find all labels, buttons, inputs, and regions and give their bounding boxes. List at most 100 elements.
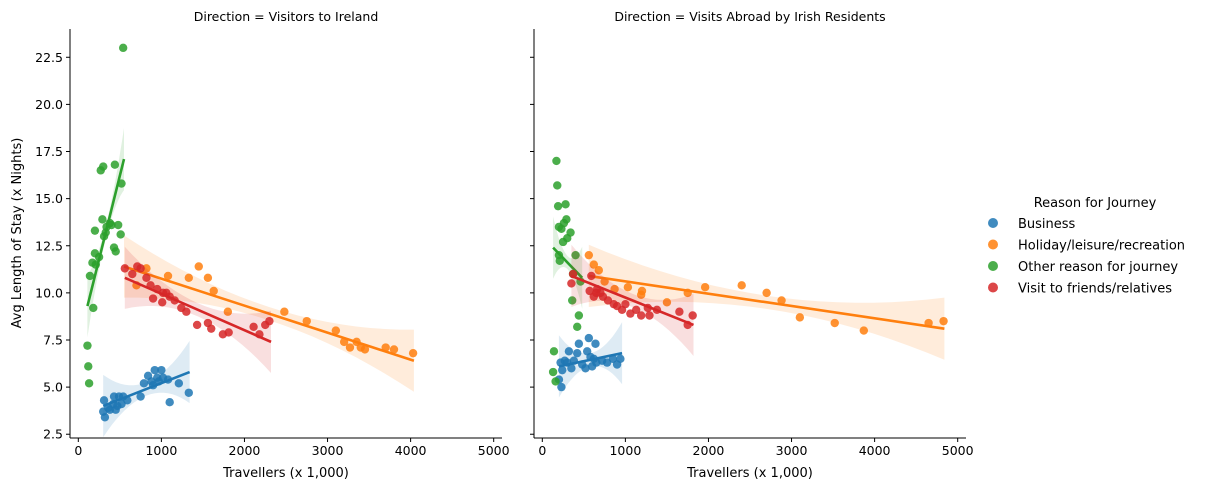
y-axis-title: Avg Length of Stay (x Nights): [10, 138, 25, 329]
regression-line: [124, 276, 272, 344]
y-tick-label: 10.0: [35, 285, 63, 300]
data-point: [553, 201, 563, 211]
data-point: [594, 266, 603, 275]
data-point: [174, 379, 184, 388]
x-tick-label: 0: [538, 443, 546, 458]
data-point: [158, 298, 167, 307]
data-point: [150, 365, 159, 375]
data-point: [280, 307, 289, 316]
series-business: [99, 340, 193, 438]
data-point: [589, 260, 599, 269]
x-axis-title-right: Travellers (x 1,000): [686, 466, 813, 481]
data-point: [98, 215, 107, 224]
data-point: [184, 273, 193, 282]
legend-marker: [988, 261, 998, 271]
data-point: [557, 382, 566, 392]
regression-line: [588, 274, 945, 330]
data-point: [571, 250, 580, 260]
data-point: [157, 365, 166, 375]
data-point: [830, 318, 839, 328]
data-point: [581, 364, 590, 373]
series-business: [554, 322, 625, 398]
data-point: [84, 379, 94, 388]
data-point: [113, 220, 123, 230]
data-point: [558, 365, 567, 375]
data-point: [265, 316, 274, 326]
y-tick-label: 2.5: [43, 427, 63, 442]
data-point: [636, 311, 646, 320]
data-point: [623, 283, 633, 292]
data-point: [561, 200, 570, 209]
data-point: [584, 333, 594, 343]
data-point: [136, 264, 145, 273]
legend-title: Reason for Journey: [1034, 196, 1157, 211]
data-point: [549, 347, 559, 356]
y-tick-label: 12.5: [35, 238, 63, 253]
data-point: [573, 322, 582, 331]
legend-label: Visit to friends/relatives: [1018, 282, 1172, 297]
data-point: [700, 283, 710, 292]
data-point: [165, 397, 174, 407]
x-tick-label: 1000: [145, 443, 177, 458]
x-tick-label: 4000: [859, 443, 891, 458]
data-point: [551, 377, 560, 386]
y-tick-label: 15.0: [35, 191, 63, 206]
regression-line: [558, 351, 623, 368]
legend-label: Holiday/leisure/recreation: [1018, 239, 1185, 254]
data-point: [552, 156, 561, 166]
y-tick-label: 22.5: [35, 50, 63, 65]
data-point: [360, 345, 370, 354]
data-point: [182, 307, 191, 316]
panel-title-visitors: Direction = Visitors to Ireland: [194, 9, 379, 24]
legend-marker: [988, 239, 998, 250]
data-point: [637, 286, 647, 296]
x-tick-label: 4000: [395, 443, 427, 458]
data-point: [762, 288, 771, 298]
data-point: [184, 388, 193, 397]
data-point: [224, 328, 233, 337]
data-point: [148, 294, 158, 303]
data-point: [573, 348, 582, 358]
data-point: [859, 326, 869, 335]
data-point: [564, 347, 574, 356]
data-point: [777, 296, 786, 305]
y-tick-label: 17.5: [35, 144, 63, 159]
data-point: [621, 299, 630, 309]
data-point: [128, 269, 137, 279]
data-point: [645, 311, 654, 320]
x-tick-label: 1000: [609, 443, 641, 458]
y-tick-label: 7.5: [43, 332, 63, 347]
data-point: [249, 322, 258, 331]
data-point: [795, 313, 805, 322]
legend-marker: [988, 282, 998, 293]
x-tick-label: 2000: [693, 443, 725, 458]
regression-line: [552, 246, 584, 279]
data-point: [555, 256, 564, 266]
data-point: [142, 273, 151, 282]
data-point: [118, 43, 128, 53]
data-point: [163, 271, 173, 281]
x-tick-label: 5000: [478, 443, 510, 458]
legend-label: Business: [1018, 217, 1076, 232]
regression-line: [86, 158, 126, 307]
data-point: [302, 316, 311, 326]
data-point: [562, 215, 571, 224]
y-tick-label: 20.0: [35, 97, 63, 112]
x-tick-label: 2000: [229, 443, 261, 458]
data-point: [737, 281, 746, 290]
series-visit-to-friends-relatives: [120, 246, 274, 373]
data-point: [192, 320, 202, 330]
x-tick-label: 0: [74, 443, 82, 458]
data-point: [99, 396, 109, 405]
data-point: [616, 354, 625, 364]
data-point: [584, 250, 594, 260]
data-point: [223, 307, 233, 316]
data-point: [939, 316, 948, 326]
data-point: [207, 324, 216, 333]
series-other-reason-for-journey: [83, 43, 128, 388]
data-point: [662, 298, 672, 307]
data-point: [389, 345, 399, 354]
data-point: [99, 162, 108, 171]
data-point: [136, 392, 145, 401]
